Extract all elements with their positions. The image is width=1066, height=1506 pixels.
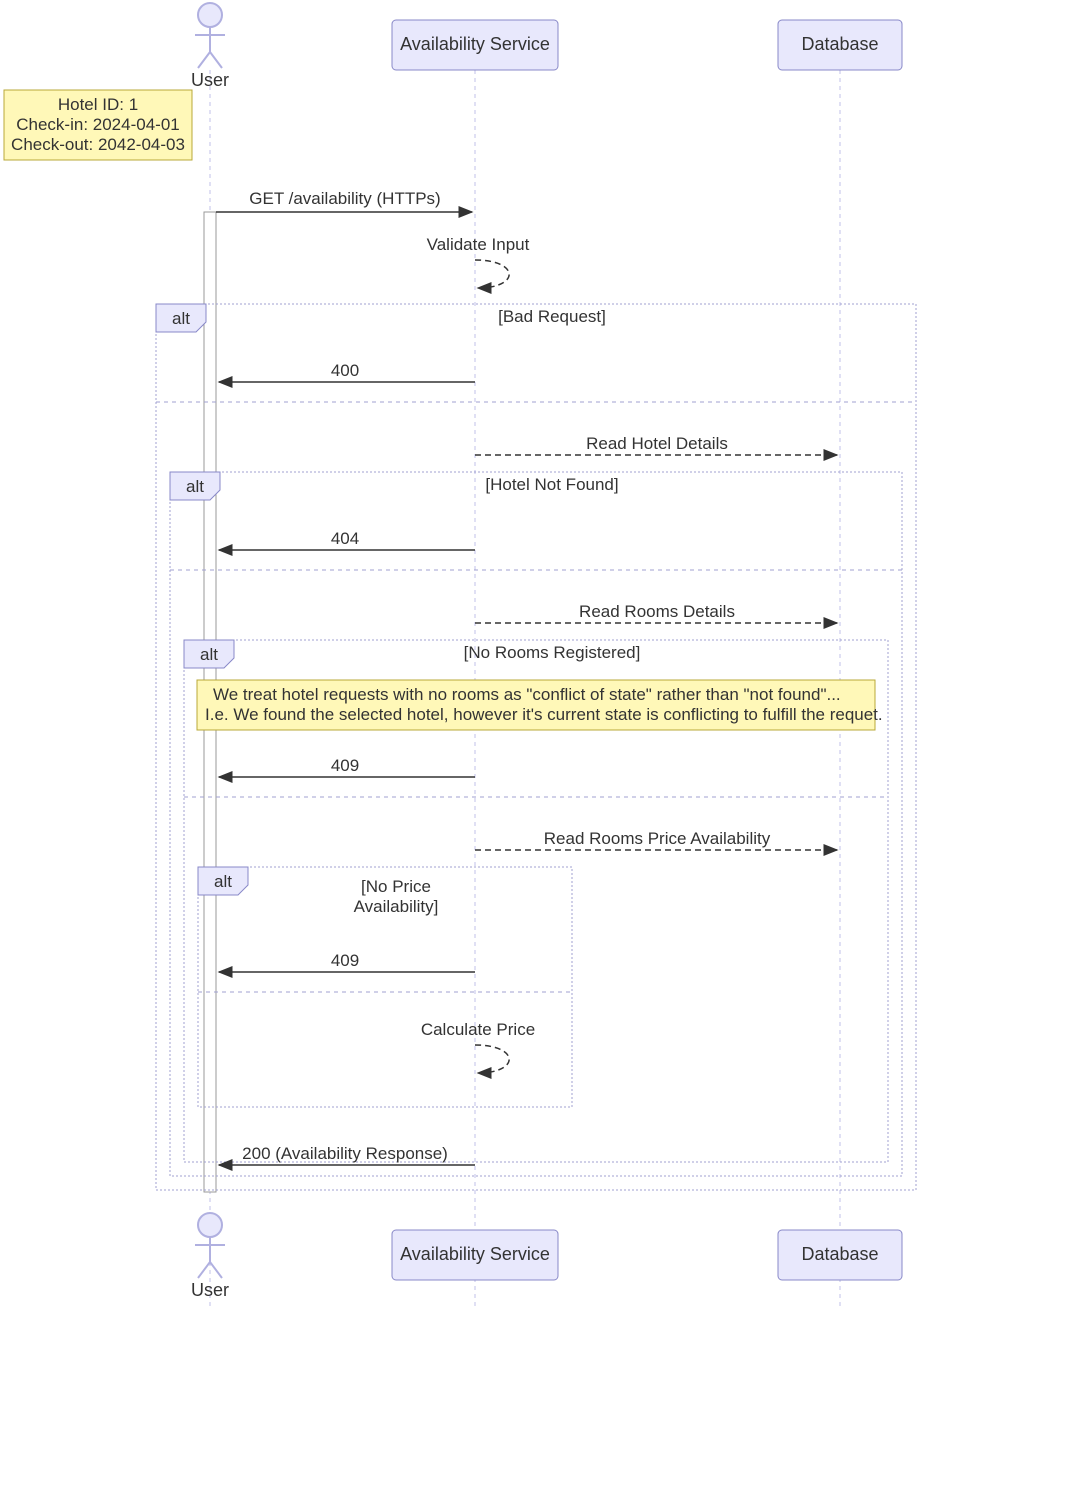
svg-text:Hotel ID: 1: Hotel ID: 1 xyxy=(58,95,138,114)
alt1-condition: [Bad Request] xyxy=(498,307,606,326)
svg-text:Calculate Price: Calculate Price xyxy=(421,1020,535,1039)
svg-text:Check-in: 2024-04-01: Check-in: 2024-04-01 xyxy=(16,115,179,134)
svg-text:400: 400 xyxy=(331,361,359,380)
msg-read-rooms: Read Rooms Details xyxy=(475,602,837,623)
alt4-condition1: [No Price xyxy=(361,877,431,896)
msg-validate-input: Validate Input xyxy=(427,235,530,288)
actor-service-label: Availability Service xyxy=(400,34,550,54)
msg-get-availability: GET /availability (HTTPs) xyxy=(216,189,472,212)
msg-400: 400 xyxy=(219,361,475,382)
alt-box-1: alt [Bad Request] xyxy=(156,304,916,1190)
svg-text:User: User xyxy=(191,1280,229,1300)
alt4-condition2: Availability] xyxy=(354,897,439,916)
msg-calc-price: Calculate Price xyxy=(421,1020,535,1073)
svg-text:Availability Service: Availability Service xyxy=(400,1244,550,1264)
svg-text:alt: alt xyxy=(186,477,204,496)
svg-text:Database: Database xyxy=(801,1244,878,1264)
svg-text:I.e. We found the selected hot: I.e. We found the selected hotel, howeve… xyxy=(205,705,883,724)
svg-text:GET /availability (HTTPs): GET /availability (HTTPs) xyxy=(249,189,440,208)
alt3-condition: [No Rooms Registered] xyxy=(464,643,641,662)
actor-database-bottom: Database xyxy=(778,1230,902,1280)
note-params: Hotel ID: 1 Check-in: 2024-04-01 Check-o… xyxy=(4,90,192,160)
svg-text:409: 409 xyxy=(331,756,359,775)
msg-read-price: Read Rooms Price Availability xyxy=(475,829,837,850)
svg-text:We treat hotel requests with n: We treat hotel requests with no rooms as… xyxy=(213,685,841,704)
actor-service-top: Availability Service xyxy=(392,20,558,70)
note-conflict: We treat hotel requests with no rooms as… xyxy=(197,680,883,730)
svg-text:alt: alt xyxy=(172,309,190,328)
svg-text:Read Rooms Price Availability: Read Rooms Price Availability xyxy=(544,829,771,848)
svg-text:404: 404 xyxy=(331,529,359,548)
svg-text:alt: alt xyxy=(214,872,232,891)
msg-404: 404 xyxy=(219,529,475,550)
actor-database-top: Database xyxy=(778,20,902,70)
svg-text:Read Hotel Details: Read Hotel Details xyxy=(586,434,728,453)
actor-user-label: User xyxy=(191,70,229,90)
svg-text:Read Rooms Details: Read Rooms Details xyxy=(579,602,735,621)
alt-box-2: alt [Hotel Not Found] xyxy=(170,472,902,1176)
msg-409-a: 409 xyxy=(219,756,475,777)
actor-service-bottom: Availability Service xyxy=(392,1230,558,1280)
svg-text:Check-out: 2042-04-03: Check-out: 2042-04-03 xyxy=(11,135,185,154)
actor-user-top: User xyxy=(191,3,229,90)
alt2-condition: [Hotel Not Found] xyxy=(485,475,618,494)
svg-text:Validate Input: Validate Input xyxy=(427,235,530,254)
msg-409-b: 409 xyxy=(219,951,475,972)
svg-text:200 (Availability Response): 200 (Availability Response) xyxy=(242,1144,448,1163)
actor-user-bottom: User xyxy=(191,1213,229,1300)
alt-box-4: alt [No Price Availability] xyxy=(198,867,572,1107)
sequence-diagram: User Availability Service Database Hotel… xyxy=(0,0,1066,1506)
actor-database-label: Database xyxy=(801,34,878,54)
svg-text:409: 409 xyxy=(331,951,359,970)
msg-read-hotel: Read Hotel Details xyxy=(475,434,837,455)
msg-200: 200 (Availability Response) xyxy=(219,1144,475,1165)
svg-text:alt: alt xyxy=(200,645,218,664)
